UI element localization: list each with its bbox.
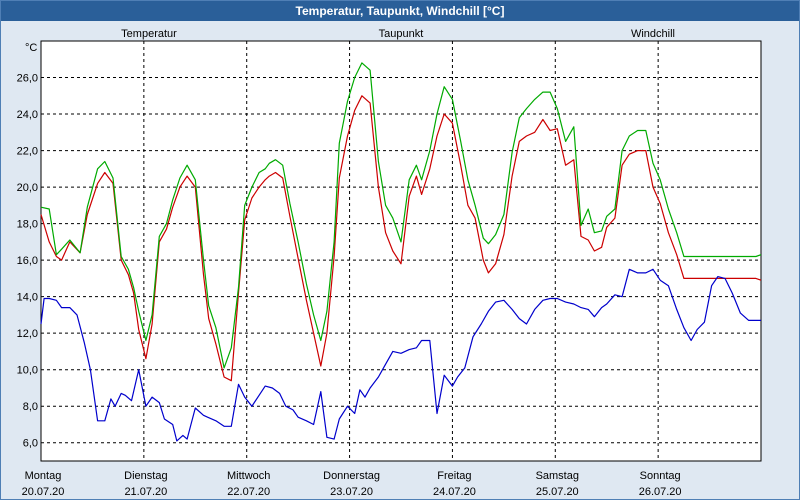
x-date-label: 21.07.20 bbox=[124, 486, 167, 498]
legend: Temperatur Taupunkt Windchill bbox=[121, 28, 675, 40]
series-lines bbox=[40, 62, 762, 442]
legend-windchill: Windchill bbox=[631, 28, 675, 40]
chart-title: Temperatur, Taupunkt, Windchill [°C] bbox=[1, 1, 799, 21]
y-tick-label: 22,0 bbox=[17, 146, 38, 158]
x-date-label: 26.07.20 bbox=[639, 486, 682, 498]
legend-temperatur: Temperatur bbox=[121, 28, 177, 40]
y-tick-label: 26,0 bbox=[17, 73, 38, 85]
y-tick-label: 12,0 bbox=[17, 328, 38, 340]
x-day-label: Sonntag bbox=[640, 470, 681, 482]
y-tick-label: 10,0 bbox=[17, 365, 38, 377]
legend-taupunkt: Taupunkt bbox=[379, 28, 424, 40]
series-line-taupunkt bbox=[40, 268, 761, 442]
plot-area bbox=[40, 40, 762, 462]
x-date-label: 24.07.20 bbox=[433, 486, 476, 498]
y-unit-label: °C bbox=[25, 42, 37, 54]
x-date-label: 20.07.20 bbox=[22, 486, 65, 498]
y-tick-label: 14,0 bbox=[17, 292, 38, 304]
x-day-label: Samstag bbox=[536, 470, 579, 482]
grid-lines bbox=[41, 41, 761, 461]
y-tick-label: 16,0 bbox=[17, 255, 38, 267]
x-day-label: Donnerstag bbox=[323, 470, 380, 482]
x-date-label: 25.07.20 bbox=[536, 486, 579, 498]
x-day-label: Freitag bbox=[437, 470, 471, 482]
series-line-windchill bbox=[40, 62, 762, 369]
y-tick-label: 18,0 bbox=[17, 219, 38, 231]
x-axis: Montag 20.07.20 Dienstag 21.07.20 Mittwoch 22… bbox=[22, 470, 682, 498]
x-day-label: Dienstag bbox=[124, 470, 167, 482]
x-date-label: 22.07.20 bbox=[227, 486, 270, 498]
y-tick-label: 8,0 bbox=[23, 401, 38, 413]
series-line-temperatur bbox=[40, 95, 762, 382]
x-date-label: 23.07.20 bbox=[330, 486, 373, 498]
y-tick-label: 20,0 bbox=[17, 182, 38, 194]
x-day-label: Montag bbox=[25, 470, 62, 482]
y-axis: 6,0 8,0 10,0 12,0 14,0 16,0 18,0 20,0 22,0 24,0 26… bbox=[17, 73, 38, 450]
y-tick-label: 6,0 bbox=[23, 438, 38, 450]
x-day-label: Mittwoch bbox=[227, 470, 270, 482]
y-tick-label: 24,0 bbox=[17, 109, 38, 121]
